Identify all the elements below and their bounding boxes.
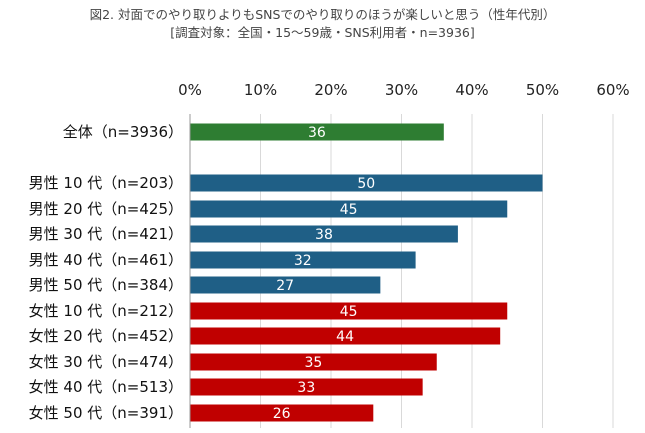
bar-value-label: 44 [336, 329, 354, 345]
bar-value-label: 36 [308, 125, 326, 141]
bar-value-label: 35 [304, 355, 322, 371]
chart-title-block: 図2. 対面でのやり取りよりもSNSでのやり取りのほうが楽しいと思う（性年代別）… [0, 6, 645, 42]
category-label: 男性 10 代（n=203） [29, 174, 183, 192]
category-label: 女性 30 代（n=474） [29, 353, 183, 371]
category-label: 男性 50 代（n=384） [29, 276, 183, 294]
bar [190, 353, 437, 371]
bar-value-label: 50 [357, 176, 375, 192]
bar [190, 225, 458, 243]
category-label: 男性 30 代（n=421） [29, 225, 183, 243]
x-tick-label: 20% [314, 81, 347, 99]
category-label: 全体（n=3936） [63, 123, 183, 141]
bar [190, 123, 444, 141]
category-label: 女性 50 代（n=391） [29, 404, 183, 422]
category-label: 女性 10 代（n=212） [29, 302, 183, 320]
bar-value-label: 32 [294, 253, 312, 269]
x-tick-label: 40% [455, 81, 488, 99]
bar [190, 200, 508, 218]
x-tick-label: 30% [385, 81, 418, 99]
bar-value-label: 26 [273, 406, 291, 422]
category-label: 女性 40 代（n=513） [29, 378, 183, 396]
x-tick-label: 0% [178, 81, 202, 99]
bar [190, 174, 543, 192]
bar [190, 327, 501, 345]
bar [190, 276, 381, 294]
category-label: 男性 20 代（n=425） [29, 200, 183, 218]
chart-title: 図2. 対面でのやり取りよりもSNSでのやり取りのほうが楽しいと思う（性年代別） [89, 7, 556, 22]
category-label: 男性 40 代（n=461） [29, 251, 183, 269]
bar-value-label: 45 [340, 304, 358, 320]
bar [190, 404, 374, 422]
bar [190, 251, 416, 269]
bar-value-label: 33 [297, 380, 315, 396]
category-label: 女性 20 代（n=452） [29, 327, 183, 345]
bar-value-label: 27 [276, 278, 294, 294]
bar-value-label: 45 [340, 202, 358, 218]
x-tick-label: 60% [596, 81, 629, 99]
bar [190, 378, 423, 396]
bar [190, 302, 508, 320]
bar-value-label: 38 [315, 227, 333, 243]
chart-subtitle: [調査対象：全国・15～59歳・SNS利用者・n=3936] [170, 25, 475, 40]
x-tick-label: 50% [526, 81, 559, 99]
x-tick-label: 10% [244, 81, 277, 99]
